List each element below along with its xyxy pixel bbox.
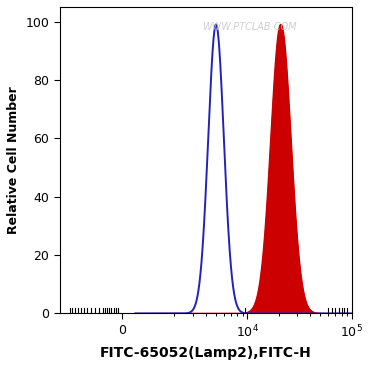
Y-axis label: Relative Cell Number: Relative Cell Number — [7, 86, 20, 234]
Text: WWW.PTCLAB.COM: WWW.PTCLAB.COM — [202, 22, 297, 32]
X-axis label: FITC-65052(Lamp2),FITC-H: FITC-65052(Lamp2),FITC-H — [100, 346, 312, 360]
